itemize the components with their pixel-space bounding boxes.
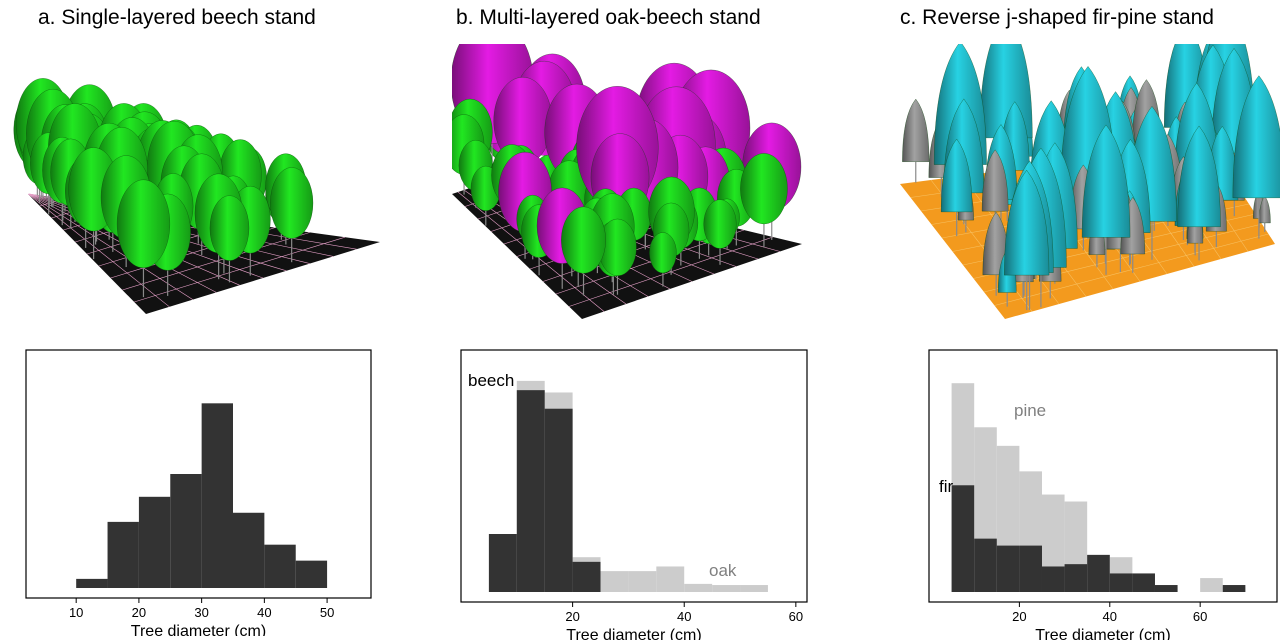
x-tick-label: 20 — [132, 605, 146, 620]
x-tick-label: 30 — [194, 605, 208, 620]
histogram-bar — [740, 585, 768, 592]
plot-frame — [928, 349, 1278, 603]
stand-render-c — [900, 44, 1280, 319]
histogram-bar — [1041, 566, 1065, 592]
histogram-bar — [974, 538, 997, 592]
plot-frame — [460, 349, 808, 603]
tree — [940, 138, 973, 237]
x-tick-label: 50 — [320, 605, 334, 620]
panel-title-b: b. Multi-layered oak-beech stand — [456, 6, 761, 29]
histogram-bar — [138, 496, 171, 588]
tree — [703, 199, 737, 265]
tree — [1081, 124, 1131, 275]
series-label-fir: fir — [939, 477, 954, 496]
x-axis-label: Tree diameter (cm) — [1035, 627, 1170, 640]
histogram-bar — [712, 585, 741, 592]
histogram-bar — [996, 545, 1020, 592]
histogram-bar — [295, 560, 328, 588]
histogram-bar — [170, 474, 202, 588]
x-tick-label: 60 — [789, 609, 803, 624]
histogram-bar — [1064, 564, 1088, 592]
histogram-bar — [951, 485, 975, 592]
histogram-bar — [201, 403, 233, 588]
histogram-bar — [264, 544, 296, 588]
x-axis-label: Tree diameter (cm) — [566, 627, 701, 640]
tree — [116, 179, 171, 298]
histogram-c: 20 40 60 Tree diameter (cm) pine fir — [928, 349, 1278, 640]
tree — [598, 218, 637, 295]
histogram-bar — [1019, 545, 1042, 592]
plot-frame — [25, 349, 372, 599]
x-tick-label: 60 — [1193, 609, 1207, 624]
histogram-bar — [516, 390, 545, 592]
panel-title-c: c. Reverse j-shaped fir-pine stand — [900, 6, 1214, 29]
tree — [649, 232, 677, 287]
x-tick-label: 40 — [257, 605, 271, 620]
panel-title-a: a. Single-layered beech stand — [38, 6, 316, 29]
histogram-bar — [544, 408, 573, 592]
x-tick-label: 40 — [677, 609, 691, 624]
series-label-pine: pine — [1014, 401, 1046, 420]
histogram-b: 20 40 60 Tree diameter (cm) oak beech — [460, 349, 808, 640]
histogram-bar — [1132, 573, 1155, 592]
x-axis-label: Tree diameter (cm) — [131, 623, 266, 636]
histogram-bar — [1109, 573, 1133, 592]
histogram-bar — [107, 521, 139, 588]
tree — [1177, 125, 1221, 261]
histogram-a: 10 20 30 40 50 Tree diameter (cm) — [25, 349, 372, 636]
histogram-bar — [572, 561, 601, 592]
histogram-bar — [1087, 554, 1110, 592]
tree — [902, 98, 930, 183]
histogram-bar — [1200, 578, 1223, 592]
histogram-bar — [684, 583, 713, 592]
histogram-bar — [1154, 585, 1178, 592]
histogram-bar — [488, 534, 517, 592]
x-tick-label: 40 — [1103, 609, 1117, 624]
tree — [1258, 195, 1271, 232]
x-tick-label: 20 — [1012, 609, 1026, 624]
tree — [1004, 169, 1050, 311]
x-tick-label: 20 — [565, 609, 579, 624]
series-label-oak: oak — [709, 561, 737, 580]
stand-render-a — [13, 78, 380, 314]
tree — [561, 206, 606, 296]
histogram-bar — [76, 578, 108, 588]
histogram-bar — [656, 566, 685, 592]
histogram-bar — [233, 512, 265, 588]
tree — [209, 195, 250, 283]
histogram-bar — [1222, 585, 1246, 592]
x-tick-label: 10 — [69, 605, 83, 620]
histogram-bar — [600, 571, 629, 592]
series-label-beech: beech — [468, 371, 514, 390]
tree — [740, 153, 788, 248]
histogram-bar — [628, 571, 657, 592]
tree — [270, 167, 314, 263]
stand-render-b — [452, 44, 802, 319]
tree — [1232, 75, 1280, 239]
